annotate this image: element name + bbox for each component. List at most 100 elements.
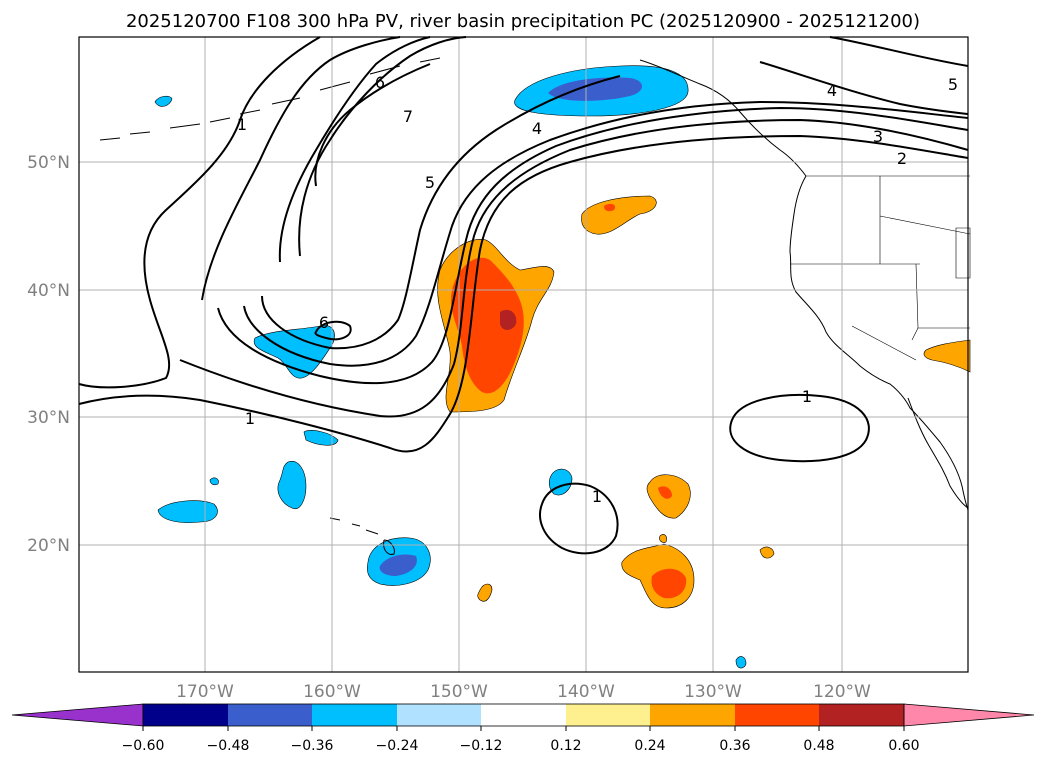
contour-2 <box>179 118 969 418</box>
colorbar-tick-label: 0.36 <box>719 738 750 754</box>
colorbar-seg-9 <box>819 704 904 726</box>
pos-region-139w <box>581 195 657 235</box>
bc-coast <box>789 175 807 253</box>
contour-label: 1 <box>802 387 812 406</box>
neg-region-small-29n <box>303 430 339 446</box>
colorbar-tick-label: 0.60 <box>888 738 919 754</box>
neg-region-small-nw <box>154 95 173 107</box>
colorbar-tick-label: −0.12 <box>460 738 503 754</box>
colorbar-seg-3 <box>312 704 397 726</box>
pos-region-134w-s-core <box>651 568 687 599</box>
contour-label: 4 <box>827 81 837 100</box>
contour-5a <box>243 100 969 367</box>
neg-region-161w <box>277 460 307 510</box>
contour-1-outer <box>78 134 969 453</box>
contour-label: 6 <box>375 73 385 92</box>
contour-4-top <box>759 61 969 115</box>
map-title: 2025120700 F108 300 hPa PV, river basin … <box>126 11 920 32</box>
colorbar-seg-8 <box>735 704 819 726</box>
contour-labels: 1 1 1 1 4 5 6 7 6 4 3 2 5 <box>237 73 958 506</box>
lon-label: 130°W <box>684 682 742 702</box>
colorbar-tick-label: 0.12 <box>550 738 581 754</box>
neg-region-hawaii-core <box>379 554 417 576</box>
contour-4a <box>217 106 969 385</box>
contour-6-small <box>314 320 352 341</box>
contour-label: 1 <box>237 115 247 134</box>
lat-axis-labels: 50°N 40°N 30°N 20°N <box>27 153 70 556</box>
contour-3 <box>201 36 401 301</box>
lon-label: 150°W <box>430 682 488 702</box>
lat-label: 30°N <box>27 408 70 428</box>
contour-6-loop <box>314 63 431 187</box>
pos-region-tiny-b <box>477 583 493 602</box>
baja-coast <box>907 397 969 509</box>
ca-nv-border <box>851 325 919 361</box>
precip-shading <box>154 65 971 669</box>
neg-region-tiny-a <box>209 477 219 486</box>
aleutians <box>99 57 441 141</box>
neg-region-tiny-b <box>735 656 747 669</box>
colorbar-tick-label: −0.60 <box>122 738 165 754</box>
map-frame <box>78 36 969 673</box>
pos-region-tiny-c <box>759 546 775 559</box>
colorbar-seg-2 <box>228 704 312 726</box>
colorbar-seg-4 <box>397 704 481 726</box>
colorbar-seg-7 <box>650 704 735 726</box>
contour-label: 4 <box>532 119 542 138</box>
pv-contours <box>78 36 969 555</box>
colorbar-seg-0 <box>11 703 144 727</box>
contour-label: 6 <box>319 313 329 332</box>
colorbar-frame <box>142 703 905 727</box>
lat-label: 20°N <box>27 536 70 556</box>
contour-label: 1 <box>245 409 255 428</box>
contour-7 <box>278 36 431 263</box>
contour-1-oval-east <box>729 394 870 463</box>
us-west-coast <box>789 251 969 511</box>
neg-region-gulf-alaska-core <box>548 77 642 101</box>
colorbar-seg-1 <box>143 704 228 726</box>
colorbar-tick-label: 0.48 <box>803 738 834 754</box>
pos-region-tiny-a <box>659 534 667 543</box>
lat-label: 50°N <box>27 153 70 173</box>
colorbar-tick-label: −0.24 <box>376 738 419 754</box>
neg-region-160w <box>253 325 335 379</box>
pos-region-133w-n-core <box>658 486 672 499</box>
pos-region-plume-red <box>451 257 524 394</box>
contour-1-left <box>78 36 321 389</box>
contour-5b <box>298 36 467 257</box>
lon-axis-labels: 170°W 160°W 150°W 140°W 130°W 120°W <box>176 682 871 702</box>
borders <box>790 175 971 361</box>
colorbar-tick-label: 0.24 <box>634 738 665 754</box>
hawaii-islands <box>329 517 395 555</box>
lon-label: 140°W <box>557 682 615 702</box>
colorbar-seg-6 <box>566 704 650 726</box>
gridlines <box>79 37 968 672</box>
contour-label: 1 <box>592 487 602 506</box>
contour-label: 7 <box>403 107 413 126</box>
contour-label: 5 <box>948 75 958 94</box>
neg-region-168w <box>157 500 218 523</box>
pos-region-right-edge <box>923 339 971 373</box>
state-lines <box>790 176 971 329</box>
colorbar-seg-5 <box>481 704 566 726</box>
alaska-coast <box>639 59 807 177</box>
colorbar-ticks <box>142 726 905 731</box>
contour-1-oval-mid <box>539 482 619 555</box>
contour-label: 5 <box>425 173 435 192</box>
contour-6a <box>261 75 621 350</box>
lon-label: 160°W <box>303 682 361 702</box>
pos-region-139w-core <box>604 203 616 212</box>
pos-region-plume-core <box>500 309 517 330</box>
colorbar-tick-label: −0.36 <box>291 738 334 754</box>
contour-label: 2 <box>897 149 907 168</box>
colorbar: −0.60 −0.48 −0.36 −0.24 −0.12 0.12 0.24 … <box>11 703 1035 754</box>
contour-5-top <box>829 36 969 67</box>
contour-label: 3 <box>873 127 883 146</box>
coastlines <box>99 57 969 555</box>
colorbar-tick-label: −0.48 <box>207 738 250 754</box>
lon-label: 170°W <box>176 682 234 702</box>
lon-label: 120°W <box>813 682 871 702</box>
lat-label: 40°N <box>27 281 70 301</box>
colorbar-seg-10 <box>903 703 1035 727</box>
